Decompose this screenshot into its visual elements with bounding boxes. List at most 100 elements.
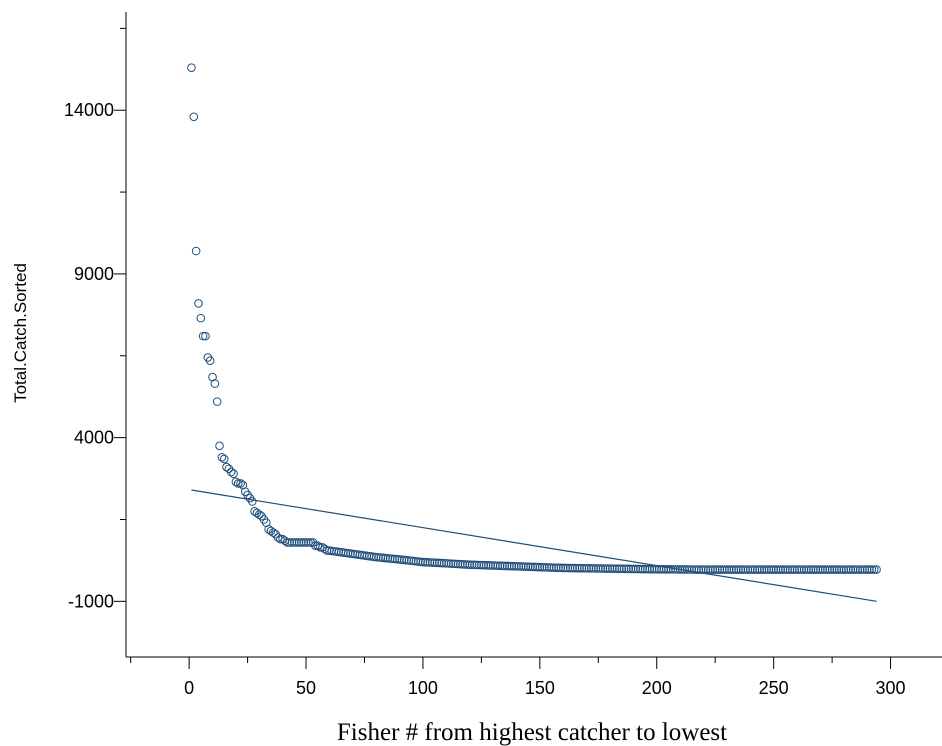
data-point xyxy=(755,565,764,574)
data-point xyxy=(619,564,629,574)
data-point xyxy=(659,565,669,574)
data-point xyxy=(593,564,603,573)
y-tick-label: 4000 xyxy=(74,428,114,448)
data-point xyxy=(710,565,720,574)
data-point xyxy=(738,565,748,574)
data-point xyxy=(795,565,804,574)
data-point xyxy=(598,564,608,573)
data-point xyxy=(269,528,278,537)
data-point xyxy=(210,379,220,388)
y-tick-label: 9000 xyxy=(74,264,114,284)
axes xyxy=(125,12,942,658)
data-point xyxy=(215,441,224,451)
data-point xyxy=(720,565,729,574)
data-point xyxy=(617,564,626,574)
data-point xyxy=(860,565,870,574)
data-point xyxy=(750,565,760,574)
data-point xyxy=(862,565,872,574)
data-point xyxy=(217,452,227,462)
data-point xyxy=(584,564,594,573)
data-point xyxy=(222,462,231,472)
data-point xyxy=(745,565,755,574)
x-axis-label: Fisher # from highest catcher to lowest xyxy=(337,719,727,746)
data-point xyxy=(233,479,243,488)
data-point xyxy=(470,560,479,570)
data-point xyxy=(661,565,671,574)
data-point xyxy=(664,565,673,574)
data-point xyxy=(505,561,514,571)
data-point xyxy=(781,565,790,574)
data-point xyxy=(430,558,439,568)
data-point xyxy=(530,562,540,572)
data-point xyxy=(198,331,208,341)
data-point xyxy=(643,564,652,574)
data-point xyxy=(519,562,528,571)
data-point xyxy=(533,562,542,572)
data-point xyxy=(825,565,835,574)
data-point xyxy=(715,565,725,574)
data-point xyxy=(280,536,290,546)
data-point xyxy=(601,564,610,573)
data-point xyxy=(622,564,631,574)
x-ticks: 0 50 100 150 200 250 300 xyxy=(130,657,906,698)
y-axis-label: Total.Catch.Sorted xyxy=(11,263,30,403)
data-point xyxy=(767,565,776,574)
data-point xyxy=(830,565,839,574)
data-point xyxy=(610,564,619,573)
data-point xyxy=(708,565,718,574)
data-point xyxy=(771,565,781,574)
data-point xyxy=(837,565,846,574)
data-point xyxy=(481,560,491,570)
data-point xyxy=(442,559,451,568)
data-point xyxy=(196,313,206,323)
data-point xyxy=(757,565,767,574)
data-point xyxy=(526,562,535,572)
data-point xyxy=(615,564,624,574)
data-point xyxy=(764,565,774,574)
data-point xyxy=(425,558,435,567)
data-point xyxy=(194,299,203,308)
data-point xyxy=(790,565,799,574)
x-tick-label: 300 xyxy=(876,678,906,698)
data-point xyxy=(582,563,591,573)
data-point xyxy=(507,561,517,571)
data-point xyxy=(692,565,701,574)
data-point xyxy=(858,565,867,574)
data-point xyxy=(551,563,561,572)
data-point xyxy=(474,560,484,570)
data-point xyxy=(577,563,587,573)
data-point xyxy=(834,565,844,574)
data-point xyxy=(713,565,722,574)
data-point xyxy=(605,564,615,573)
y-ticks: -1000 4000 9000 14000 xyxy=(64,27,126,611)
data-point xyxy=(792,565,802,574)
data-point xyxy=(493,561,503,570)
data-point xyxy=(687,565,697,574)
data-point xyxy=(608,564,617,573)
data-point xyxy=(624,564,633,574)
data-point xyxy=(633,564,643,574)
data-point xyxy=(420,557,430,567)
data-point xyxy=(636,564,645,574)
data-point xyxy=(797,565,807,574)
data-point xyxy=(488,561,498,570)
data-point xyxy=(463,560,472,569)
data-point xyxy=(841,565,851,574)
data-point xyxy=(612,564,622,573)
data-point xyxy=(528,562,538,572)
data-point xyxy=(299,538,308,547)
data-point xyxy=(743,565,753,574)
x-tick-label: 150 xyxy=(525,678,555,698)
data-point xyxy=(219,454,229,464)
data-point xyxy=(844,565,853,574)
trend-line xyxy=(191,489,877,602)
data-point xyxy=(290,538,299,547)
data-point xyxy=(301,538,311,547)
data-point xyxy=(467,560,477,570)
data-point xyxy=(760,565,769,574)
data-point xyxy=(694,565,704,574)
data-point xyxy=(535,562,545,572)
data-point xyxy=(640,564,650,574)
data-point xyxy=(516,562,526,571)
